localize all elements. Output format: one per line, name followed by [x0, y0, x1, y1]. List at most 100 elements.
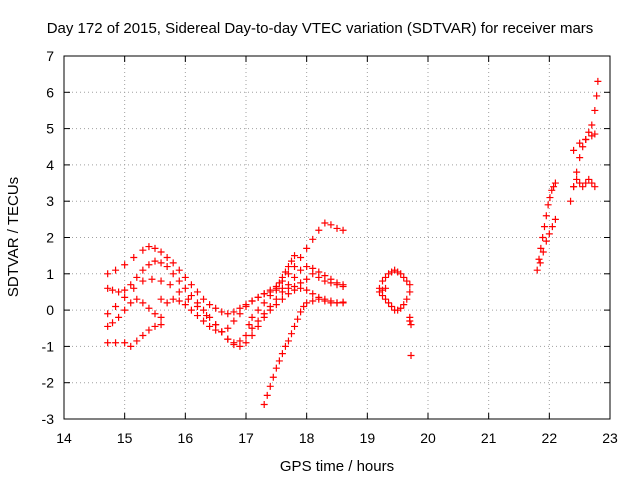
data-point [573, 168, 581, 176]
data-point [104, 270, 112, 278]
x-tick-label: 15 [117, 430, 133, 446]
data-point [242, 302, 250, 310]
series-arc-f [157, 270, 347, 336]
data-point [582, 179, 590, 187]
data-point [145, 261, 153, 269]
series-arc-i [375, 266, 414, 314]
data-point [315, 273, 323, 281]
data-point [148, 275, 156, 283]
y-tick-label: 6 [46, 84, 54, 100]
data-point [260, 313, 268, 321]
data-point [588, 179, 596, 187]
data-point [272, 364, 280, 372]
data-point [278, 295, 286, 303]
data-point [297, 253, 305, 261]
y-tick-label: 5 [46, 121, 54, 137]
data-point [224, 335, 232, 343]
data-point [139, 332, 147, 340]
data-point [121, 293, 129, 301]
data-point [181, 273, 189, 281]
data-point [109, 319, 117, 327]
data-point [130, 253, 138, 261]
data-point [254, 306, 262, 314]
data-point [591, 106, 599, 114]
data-point [133, 337, 141, 345]
data-point [379, 277, 386, 285]
data-point [163, 299, 171, 307]
data-point [588, 121, 596, 129]
data-point [327, 221, 335, 229]
data-point [157, 295, 165, 303]
data-point [133, 295, 141, 303]
data-point [284, 284, 292, 292]
data-point [544, 201, 552, 209]
series-arc-b [104, 257, 347, 347]
data-point [579, 143, 587, 151]
data-point [224, 310, 232, 318]
data-point [193, 288, 201, 296]
data-point [321, 277, 329, 285]
x-tick-label: 20 [420, 430, 436, 446]
data-point [388, 302, 396, 310]
data-point [333, 224, 341, 232]
x-axis-label: GPS time / hours [280, 458, 394, 475]
data-point [284, 263, 292, 271]
data-point [591, 130, 599, 138]
data-point [203, 312, 211, 320]
data-point [157, 259, 165, 267]
data-point [200, 317, 208, 325]
y-tick-label: -3 [42, 411, 55, 427]
data-point [212, 326, 220, 334]
series-arc-h [245, 252, 299, 329]
data-point [181, 284, 189, 292]
data-point [145, 304, 153, 312]
data-point [382, 295, 390, 303]
data-point [321, 297, 329, 305]
data-point [266, 292, 274, 300]
data-point [542, 212, 550, 220]
data-point [127, 281, 135, 289]
data-point [266, 382, 274, 390]
y-tick-label: 7 [46, 48, 54, 64]
data-point [193, 312, 201, 320]
data-point [248, 297, 256, 305]
data-point [297, 279, 305, 287]
data-point [175, 288, 183, 296]
data-point [567, 197, 575, 205]
data-point [206, 301, 214, 309]
data-point [157, 277, 165, 285]
data-point [121, 286, 129, 294]
data-point [288, 257, 295, 265]
data-point [175, 297, 183, 305]
data-point [181, 301, 189, 309]
data-point [242, 339, 250, 347]
data-point [139, 299, 147, 307]
data-point [121, 339, 129, 347]
data-point [303, 263, 311, 271]
data-point [218, 328, 226, 336]
data-point [109, 286, 117, 294]
data-point [594, 77, 602, 85]
data-point [397, 270, 405, 278]
data-point [206, 322, 214, 330]
data-point [309, 235, 317, 243]
data-point [230, 341, 238, 349]
data-point [591, 183, 599, 191]
data-point [400, 273, 408, 281]
data-point [139, 266, 147, 274]
data-point [236, 342, 244, 350]
data-point [260, 400, 268, 408]
data-point [121, 261, 129, 269]
data-point [230, 317, 238, 325]
x-tick-label: 14 [56, 430, 72, 446]
data-point [130, 284, 138, 292]
y-tick-label: -2 [42, 375, 55, 391]
data-point [309, 290, 317, 298]
data-point [576, 179, 584, 187]
y-tick-label: 3 [46, 193, 54, 209]
y-tick-label: 2 [46, 230, 54, 246]
data-point [406, 288, 414, 296]
data-point [157, 313, 165, 321]
series-arc-d [104, 295, 165, 330]
data-point [385, 299, 393, 307]
